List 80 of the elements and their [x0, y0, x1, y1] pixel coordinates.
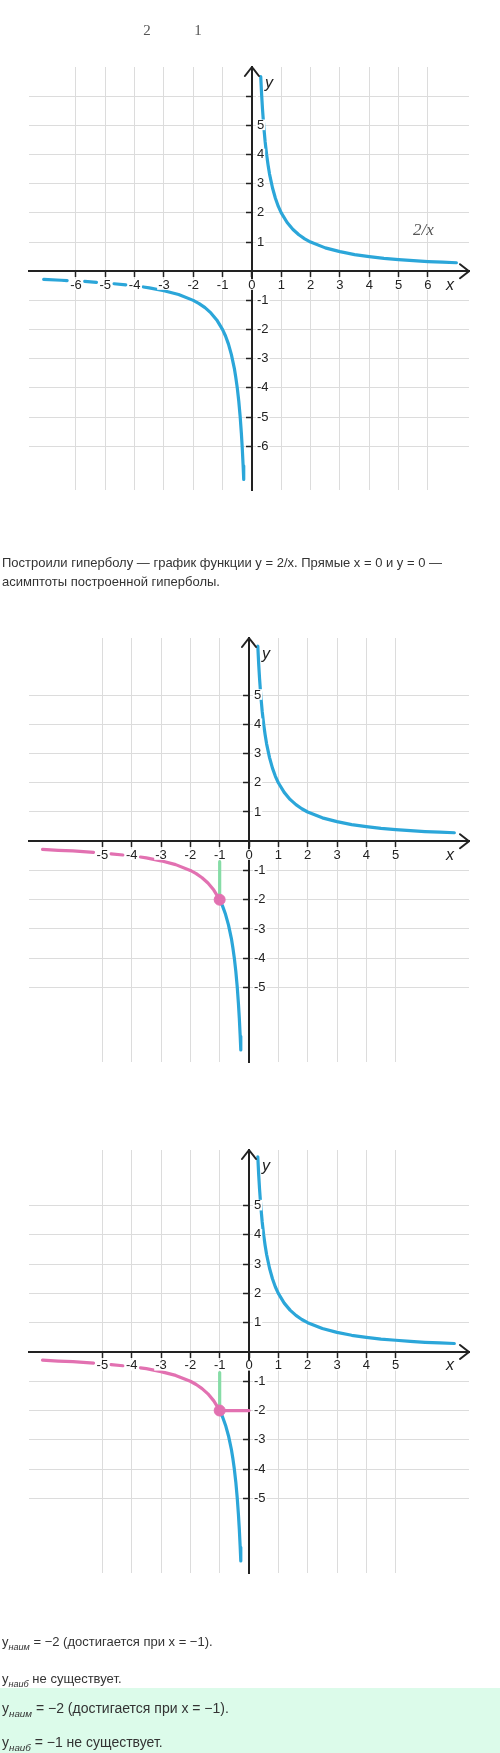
y-axis-title: y [261, 645, 271, 663]
x-tick-label: 0 [245, 846, 253, 862]
x-tick-label: 1 [274, 846, 282, 862]
y-tick-label: -1 [254, 862, 266, 878]
y-tick-label: -2 [256, 321, 269, 337]
x-tick-label: -4 [128, 276, 141, 292]
x-tick-label: 5 [392, 1357, 400, 1373]
x-tick-label: -4 [125, 846, 138, 862]
y-tick-label: -4 [256, 379, 269, 395]
text: y$_{наиб}$ не существует. [2, 1669, 123, 1691]
y-tick-label: -2 [254, 1402, 266, 1418]
y-tick-label: 5 [254, 1197, 262, 1213]
series-label: 2/x [413, 220, 435, 240]
x-tick-label: 2 [306, 276, 315, 292]
y-tick-label: -2 [254, 891, 266, 907]
y-tick-label: 1 [254, 803, 262, 819]
y-tick-label: 4 [254, 715, 262, 731]
y-tick-label: 3 [254, 1255, 262, 1271]
x-tick-label: -4 [125, 1357, 138, 1373]
x-tick-label: -5 [96, 846, 109, 862]
y-tick-label: 4 [256, 146, 265, 162]
x-tick-label: -5 [96, 1357, 109, 1373]
x-tick-label: -1 [213, 1357, 226, 1373]
y-tick-label: -5 [256, 408, 269, 424]
x-tick-label: 1 [277, 276, 285, 292]
text: y$_{наим}$ = −2 (достигается при x = −1). [2, 1699, 230, 1721]
x-tick-label: 4 [362, 1357, 370, 1373]
x-tick-label: 4 [362, 846, 370, 862]
y-tick-label: 5 [256, 116, 265, 132]
x-tick-label: 0 [248, 276, 256, 292]
text: 2 [143, 21, 151, 40]
x-tick-label: 0 [245, 1357, 253, 1373]
y-tick-label: 2 [254, 774, 262, 790]
y-tick-label: 3 [254, 745, 262, 761]
x-tick-label: 3 [333, 846, 341, 862]
y-tick-label: 1 [254, 1314, 262, 1330]
x-tick-label: -2 [184, 1357, 197, 1373]
x-tick-label: -2 [187, 276, 200, 292]
x-tick-label: -3 [158, 276, 170, 292]
x-axis-title: x [445, 845, 455, 863]
x-tick-label: 2 [304, 846, 312, 862]
x-tick-label: -5 [99, 276, 112, 292]
y-tick-label: -4 [254, 949, 266, 965]
x-tick-label: 1 [274, 1357, 282, 1373]
x-tick-label: 3 [336, 276, 344, 292]
text: 1 [194, 21, 202, 40]
y-tick-label: 2 [254, 1285, 262, 1301]
y-tick-label: -3 [256, 350, 269, 366]
y-tick-label: -4 [254, 1460, 266, 1476]
x-tick-label: -6 [70, 276, 82, 292]
x-tick-label: -3 [155, 846, 167, 862]
x-tick-label: 5 [394, 276, 403, 292]
y-tick-label: 1 [256, 233, 265, 249]
text: Построили гиперболу — график функции y = 2/x. Прямые x = 0 и y = 0 — асимптоты построенной гиперболы. [2, 554, 444, 591]
y-tick-label: 4 [254, 1226, 262, 1242]
x-tick-label: 2 [304, 1357, 312, 1373]
y-tick-label: 2 [256, 204, 265, 220]
y-tick-label: -5 [254, 979, 266, 995]
x-tick-label: -2 [184, 846, 197, 862]
x-axis-title: x [445, 275, 455, 293]
x-tick-label: 4 [365, 276, 373, 292]
y-tick-label: -3 [254, 1431, 266, 1447]
y-tick-label: -6 [256, 437, 269, 453]
x-tick-label: -3 [155, 1357, 167, 1373]
y-tick-label: 5 [254, 686, 262, 702]
x-tick-label: -1 [216, 276, 229, 292]
y-tick-label: -1 [254, 1372, 266, 1388]
x-axis-title: x [445, 1356, 455, 1374]
y-tick-label: -1 [256, 291, 269, 307]
text: y$_{наиб}$ = −1 не существует. [2, 1732, 164, 1753]
y-tick-label: -3 [254, 920, 266, 936]
y-tick-label: -5 [254, 1489, 266, 1505]
y-tick-label: 3 [256, 175, 265, 191]
y-axis-title: y [261, 1157, 271, 1175]
x-tick-label: 6 [424, 276, 432, 292]
y-axis-title: y [263, 74, 274, 92]
x-tick-label: 5 [392, 846, 400, 862]
text: y$_{наим}$ = −2 (достигается при x = −1). [2, 1633, 214, 1654]
x-tick-label: 3 [333, 1357, 341, 1373]
x-tick-label: -1 [213, 846, 226, 862]
